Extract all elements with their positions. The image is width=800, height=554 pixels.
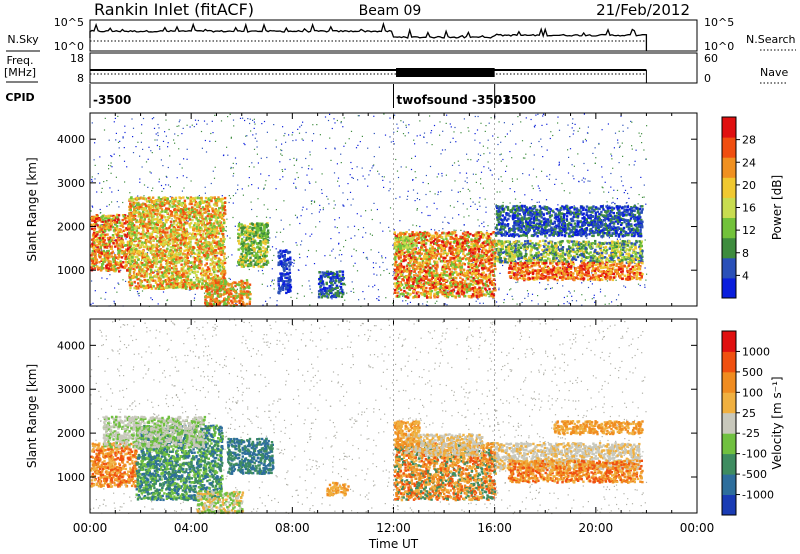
y-tick-label: 3000	[57, 383, 85, 396]
colorbar-tick-label: 500	[742, 366, 763, 379]
colorbar-segment	[722, 157, 736, 178]
colorbar-tick-label: -1000	[742, 489, 774, 502]
frequency-frame	[90, 53, 697, 83]
colorbar-segment	[722, 278, 736, 299]
colorbar-tick-label: 16	[742, 202, 756, 215]
twofsound-frequency-block	[396, 68, 495, 77]
velocity-colorbar: 1000 500 100 25 -25 -100 -500 -1000 Velocity [m …	[722, 331, 784, 516]
colorbar-tick-label: 25	[742, 407, 756, 420]
frequency-unit-label: [MHz]	[4, 66, 36, 79]
colorbar-tick-label: 12	[742, 224, 756, 237]
colorbar-segment	[722, 177, 736, 198]
colorbar-tick-label: -500	[742, 468, 767, 481]
nave-right-tick: 0	[704, 72, 711, 85]
noise-left-tick: 10^5	[54, 16, 84, 29]
colorbar-segment	[722, 433, 736, 454]
y-tick-label: 4000	[57, 339, 85, 352]
power-panel: 1000 2000 3000 4000 Slant Range [km]	[25, 113, 697, 307]
x-tick-label: 08:00	[275, 521, 310, 535]
colorbar-tick-label: -25	[742, 427, 760, 440]
y-tick-label: 1000	[57, 471, 85, 484]
noise-sky-trace	[90, 24, 646, 51]
power-colorbar: 28 24 20 16 12 8 4 Power [dB]	[722, 117, 784, 299]
colorbar-segment	[722, 197, 736, 218]
colorbar-tick-label: 20	[742, 179, 756, 192]
y-tick-label: 2000	[57, 427, 85, 440]
radar-summary-figure: Rankin Inlet (fitACF) Beam 09 21/Feb/2012 …	[0, 0, 800, 554]
frequency-left-tick: 18	[70, 52, 84, 65]
cpid-segment-label: -3500	[93, 93, 131, 107]
x-tick-label: 16:00	[477, 521, 512, 535]
noise-right-tick: 10^5	[704, 16, 734, 29]
colorbar-tick-label: -100	[742, 448, 767, 461]
colorbar-segment	[722, 454, 736, 475]
colorbar-segment	[722, 258, 736, 279]
colorbar-segment	[722, 413, 736, 434]
noise-right-label: N.Search	[746, 33, 796, 46]
frequency-left-tick: 8	[77, 72, 84, 85]
x-tick-label: 20:00	[579, 521, 614, 535]
cpid-label: CPID	[5, 91, 34, 104]
y-tick-label: 2000	[57, 221, 85, 234]
colorbar-segment	[722, 372, 736, 393]
colorbar-segment	[722, 351, 736, 372]
nave-right-label: Nave	[760, 66, 788, 79]
y-tick-label: 1000	[57, 264, 85, 277]
time-axis: 00:00 04:00 08:00 12:00 16:00 20:00 00:00 Time …	[73, 521, 715, 551]
beam-label: Beam 09	[359, 3, 422, 19]
colorbar-segment	[722, 238, 736, 259]
colorbar-label: Velocity [m s⁻¹]	[770, 376, 784, 469]
cpid-segment-label: twofsound -3501	[397, 93, 511, 107]
colorbar-tick-label: 28	[742, 134, 756, 147]
y-axis-label: Slant Range [km]	[25, 157, 39, 261]
colorbar-segment	[722, 137, 736, 158]
figure-title: Rankin Inlet (fitACF)	[94, 0, 254, 19]
cpid-panel: CPID -3500 twofsound -3501-3500	[5, 84, 536, 108]
colorbar-tick-label: 4	[742, 269, 749, 282]
colorbar-label: Power [dB]	[770, 175, 784, 240]
x-tick-label: 00:00	[73, 521, 108, 535]
velocity-panel: 1000 2000 3000 4000 Slant Range [km]	[25, 319, 697, 514]
x-tick-label: 12:00	[376, 521, 411, 535]
y-tick-label: 4000	[57, 133, 85, 146]
x-axis-label: Time UT	[368, 537, 419, 551]
date-label: 21/Feb/2012	[596, 1, 690, 19]
colorbar-tick-label: 1000	[742, 345, 770, 358]
y-tick-label: 3000	[57, 177, 85, 190]
colorbar-segment	[722, 117, 736, 138]
y-axis-label: Slant Range [km]	[25, 364, 39, 468]
colorbar-tick-label: 8	[742, 247, 749, 260]
colorbar-segment	[722, 218, 736, 239]
colorbar-segment	[722, 495, 736, 516]
x-tick-label: 04:00	[174, 521, 209, 535]
colorbar-tick-label: 24	[742, 156, 756, 169]
cpid-segment-label: -3500	[498, 93, 536, 107]
colorbar-segment	[722, 392, 736, 413]
colorbar-segment	[722, 474, 736, 495]
nave-right-tick: 60	[704, 52, 718, 65]
colorbar-tick-label: 100	[742, 386, 763, 399]
noise-left-label: N.Sky	[7, 33, 39, 46]
colorbar-segment	[722, 331, 736, 352]
x-tick-label: 00:00	[680, 521, 715, 535]
